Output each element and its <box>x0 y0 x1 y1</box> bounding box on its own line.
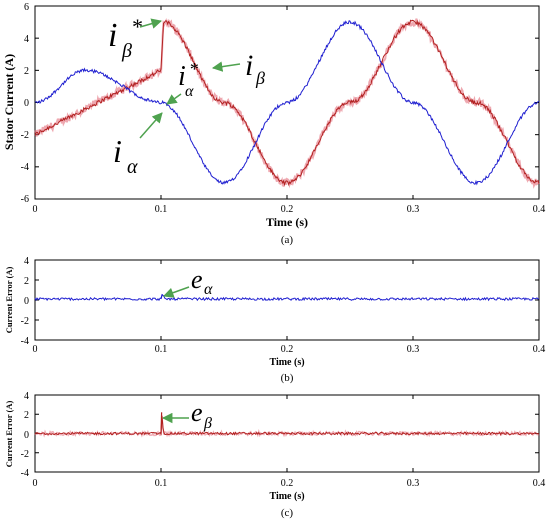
ann-i-alpha-ref-base: i <box>178 61 186 92</box>
x-tick-b-3: 0.3 <box>407 344 420 355</box>
y-label-b: Current Error (A) <box>4 267 14 334</box>
y-tick-a-1: 4 <box>24 34 29 45</box>
y-tick-c-1: 2 <box>24 410 29 421</box>
annotation-i-alpha: i α <box>113 112 163 178</box>
x-tick-c-3: 0.3 <box>407 478 420 489</box>
annotation-e-beta: e β <box>161 398 212 432</box>
annotation-e-alpha: e α <box>163 265 213 298</box>
arrow-i-alpha-ref <box>166 93 182 105</box>
annotation-i-beta: i β <box>211 49 265 88</box>
caption-b: (b) <box>281 372 294 384</box>
ann-i-beta-sub: β <box>255 68 265 88</box>
y-label-c: Current Error (A) <box>4 401 14 468</box>
ann-e-beta-base: e <box>191 398 203 427</box>
y-tick-b-0: 4 <box>24 256 29 267</box>
x-tick-a-3: 0.3 <box>407 204 420 215</box>
x-tick-a-1: 0.1 <box>155 204 168 215</box>
ann-e-alpha-sub: α <box>204 281 213 298</box>
ann-i-alpha-sub: α <box>127 156 138 178</box>
ann-i-beta-ref-sup: * <box>131 14 142 39</box>
x-tick-c-4: 0.4 <box>533 478 546 489</box>
caption-a: (a) <box>281 234 294 246</box>
series-i-beta <box>34 19 540 187</box>
x-label-b: Time (s) <box>269 357 304 368</box>
y-tick-b-4: -4 <box>21 336 29 347</box>
x-tick-c-0: 0 <box>33 478 38 489</box>
y-tick-c-0: 4 <box>24 391 29 402</box>
arrow-i-alpha <box>139 112 163 139</box>
series-e-beta <box>34 415 540 436</box>
y-label-a: Stator Current (A) <box>2 54 16 150</box>
y-tick-c-4: -4 <box>21 468 29 479</box>
x-tick-b-2: 0.2 <box>281 344 294 355</box>
y-tick-b-1: 2 <box>24 276 29 287</box>
y-tick-a-4: -2 <box>21 130 29 141</box>
x-tick-c-1: 0.1 <box>155 478 168 489</box>
ann-i-beta-ref-sub: β <box>121 40 132 62</box>
series-e-alpha <box>34 294 540 302</box>
x-label-a: Time (s) <box>266 215 308 229</box>
ann-i-alpha-ref-sup: * <box>189 59 198 79</box>
series-i-beta-ref <box>34 18 540 189</box>
ann-e-alpha-base: e <box>191 265 203 294</box>
ann-i-alpha-ref-sub: α <box>185 83 194 100</box>
ann-i-beta-base: i <box>245 49 253 82</box>
y-tick-a-2: 2 <box>24 66 29 77</box>
arrow-i-beta <box>211 61 241 72</box>
x-tick-c-2: 0.2 <box>281 478 294 489</box>
x-tick-a-2: 0.2 <box>281 204 294 215</box>
x-tick-a-0: 0 <box>33 204 38 215</box>
arrow-i-beta-ref <box>139 18 163 29</box>
ticks-c <box>34 394 540 473</box>
plot-area-c <box>34 412 540 438</box>
series-i-alpha <box>34 20 540 186</box>
ticks-a <box>34 5 540 200</box>
y-tick-a-6: -6 <box>21 194 29 205</box>
panel-b: 0 0.1 0.2 0.3 0.4 4 2 0 -2 -4 Time (s) C… <box>4 256 545 384</box>
annotation-i-beta-ref: i * β <box>108 14 163 62</box>
x-tick-b-4: 0.4 <box>533 344 546 355</box>
ann-i-alpha-base: i <box>113 133 122 169</box>
y-tick-a-3: 0 <box>24 98 29 109</box>
y-tick-a-0: 6 <box>24 2 29 13</box>
arrow-e-alpha <box>163 286 190 298</box>
x-label-c: Time (s) <box>269 491 304 502</box>
ann-i-beta-ref-base: i <box>108 17 117 54</box>
y-tick-b-3: -2 <box>21 316 29 327</box>
ann-e-beta-sub: β <box>203 415 212 432</box>
panel-a: 0 0.1 0.2 0.3 0.4 6 4 2 0 -2 -4 -6 Time … <box>2 2 545 246</box>
x-tick-b-0: 0 <box>33 344 38 355</box>
caption-c: (c) <box>281 507 294 519</box>
plot-area-a <box>34 18 540 189</box>
x-tick-b-1: 0.1 <box>155 344 168 355</box>
plot-area-b <box>34 293 540 302</box>
ticks-b <box>34 259 540 341</box>
panel-c: 0 0.1 0.2 0.3 0.4 4 2 0 -2 -4 Time (s) C… <box>4 391 545 519</box>
y-tick-a-5: -4 <box>21 162 29 173</box>
x-tick-a-4: 0.4 <box>533 204 546 215</box>
annotation-i-alpha-ref: i * α <box>166 59 198 105</box>
y-tick-c-2: 0 <box>24 430 29 441</box>
y-tick-c-3: -2 <box>21 449 29 460</box>
plot-frame-b <box>34 259 540 341</box>
y-tick-b-2: 0 <box>24 296 29 307</box>
